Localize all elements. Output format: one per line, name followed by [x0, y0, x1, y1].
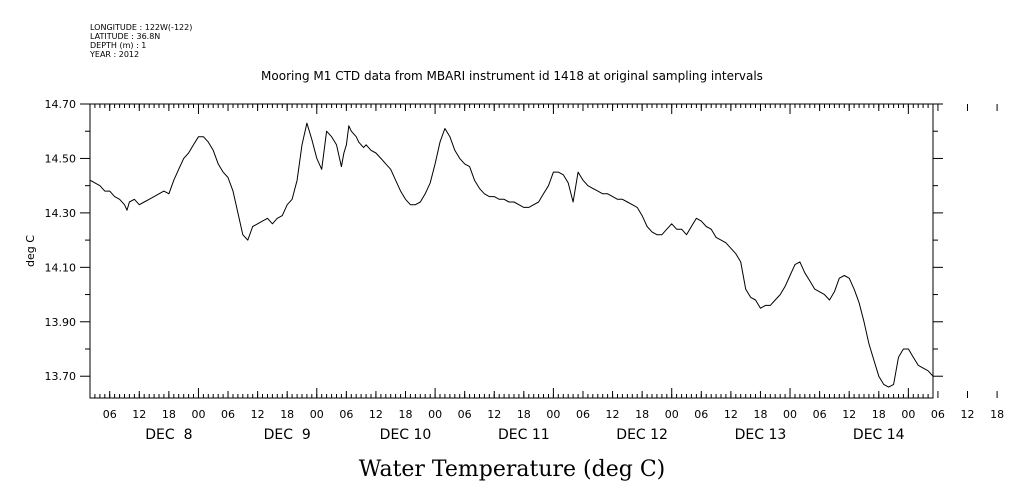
x-tick-label: 12: [369, 408, 383, 421]
y-tick-label: 14.10: [45, 261, 77, 274]
year-label: YEAR : 2012: [89, 50, 139, 59]
x-tick-label: 06: [221, 408, 235, 421]
x-tick-label: 12: [251, 408, 265, 421]
y-axis-label: deg C: [24, 235, 37, 267]
x-tick-label: 18: [162, 408, 176, 421]
x-axis-label: Water Temperature (deg C): [359, 457, 666, 482]
hour-ticks: [89, 104, 934, 398]
x-tick-label: 18: [517, 408, 531, 421]
x-day-label: DEC 8: [145, 427, 192, 443]
x-tick-label: 06: [813, 408, 827, 421]
x-tick-label: 12: [961, 408, 975, 421]
longitude-label: LONGITUDE : 122W(-122): [90, 23, 192, 32]
x-tick-label: 00: [546, 408, 560, 421]
y-tick-label: 14.50: [45, 152, 77, 165]
y-tick-label: 14.70: [45, 98, 77, 111]
x-tick-label: 06: [103, 408, 117, 421]
x-tick-label: 06: [576, 408, 590, 421]
plot-frame: [89, 103, 934, 399]
x-day-label: DEC 13: [735, 427, 787, 443]
x-day-label: DEC 11: [498, 427, 550, 443]
latitude-label: LATITUDE : 36.8N: [90, 32, 160, 41]
minor-ticks: [89, 104, 934, 398]
y-tick-label: 13.90: [45, 316, 77, 329]
x-tick-label: 06: [694, 408, 708, 421]
x-tick-label: 06: [339, 408, 353, 421]
x-tick-label: 12: [724, 408, 738, 421]
x-tick-label: 12: [132, 408, 146, 421]
x-tick-label: 00: [665, 408, 679, 421]
x-tick-label: 18: [399, 408, 413, 421]
depth-label: DEPTH (m) : 1: [90, 41, 146, 50]
x-tick-label: 00: [901, 408, 915, 421]
x-day-label: DEC 14: [853, 427, 905, 443]
x-tick-label: 00: [428, 408, 442, 421]
x-day-label: DEC 10: [380, 427, 432, 443]
x-tick-label: 00: [191, 408, 205, 421]
x-tick-label: 18: [990, 408, 1004, 421]
y-tick-label: 13.70: [45, 370, 77, 383]
x-tick-label: 00: [783, 408, 797, 421]
x-tick-label: 18: [280, 408, 294, 421]
metadata-header: LONGITUDE : 122W(-122) LATITUDE : 36.8N …: [89, 23, 192, 59]
x-tick-label: 18: [753, 408, 767, 421]
x-day-label: DEC 12: [616, 427, 668, 443]
x-tick-label: 12: [842, 408, 856, 421]
x-tick-label: 18: [872, 408, 886, 421]
x-day-label: DEC 9: [264, 427, 311, 443]
y-tick-label: 14.30: [45, 207, 77, 220]
x-tick-label: 06: [458, 408, 472, 421]
chart-title: Mooring M1 CTD data from MBARI instrumen…: [261, 69, 763, 83]
x-tick-label: 00: [310, 408, 324, 421]
x-tick-label: 06: [931, 408, 945, 421]
x-tick-label: 12: [487, 408, 501, 421]
y-axis: 13.70 13.90 14.10 14.30 14.50 14.70: [45, 98, 943, 383]
x-tick-label: 18: [635, 408, 649, 421]
temperature-line: [89, 122, 934, 388]
series: [89, 122, 934, 388]
x-axis: 06 12 18 00 06 12 18 00 06 12 18 00 06 12 18 00 06 12 18 00…: [103, 104, 1004, 443]
x-tick-label: 12: [606, 408, 620, 421]
